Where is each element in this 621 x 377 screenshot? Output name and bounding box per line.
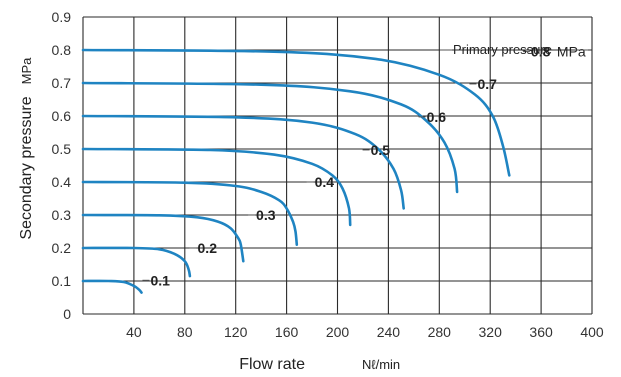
x-tick-label-5: 240 — [377, 324, 401, 340]
y-tick-label-0: 0 — [63, 306, 71, 322]
curve-0.4 — [81, 180, 299, 246]
curve-label-0.5: 0.5 — [371, 142, 391, 158]
y-axis-title: Secondary pressure — [18, 96, 35, 239]
grid — [82, 16, 593, 315]
y-tick-label-5: 0.5 — [52, 141, 72, 157]
x-tick-label-1: 80 — [177, 324, 193, 340]
x-axis-title: Flow rate — [239, 356, 305, 373]
x-tick-label-6: 280 — [428, 324, 452, 340]
y-axis-unit: MPa — [19, 57, 34, 85]
curve-0.5 — [81, 147, 352, 227]
primary-pressure-annotation: Primary pressure — [453, 42, 552, 57]
curve-label-0.3: 0.3 — [256, 207, 276, 223]
curve-label-0.1: 0.1 — [150, 272, 170, 288]
curve-label-0.6: 0.6 — [427, 109, 447, 125]
x-axis-unit: Nℓ/min — [362, 357, 400, 372]
curve-0.1 — [81, 279, 143, 294]
y-tick-label-3: 0.3 — [52, 207, 72, 223]
y-tick-label-1: 0.1 — [52, 273, 72, 289]
axis-ticks: 0 0.1 0.2 0.3 0.4 0.5 0.6 0.7 0.8 0.9 40 80 120 160 20… — [52, 9, 604, 340]
y-tick-label-8: 0.8 — [52, 42, 72, 58]
curve-label-0.2: 0.2 — [198, 240, 218, 256]
y-tick-label-9: 0.9 — [52, 9, 72, 25]
curve-label-0.7: 0.7 — [477, 76, 497, 92]
curves — [81, 48, 511, 294]
curve-0.8 — [81, 48, 511, 177]
x-tick-label-3: 160 — [275, 324, 299, 340]
curve-label-unit: MPa — [557, 44, 586, 60]
curve-label-0.4: 0.4 — [315, 174, 335, 190]
y-tick-label-4: 0.4 — [52, 174, 72, 190]
curve-labels: 0.1 0.2 0.3 0.4 0.5 0.6 0.7 0.8 MPa — [142, 44, 586, 288]
curve-0.3 — [81, 213, 245, 263]
curve-0.2 — [81, 246, 192, 278]
y-tick-label-2: 0.2 — [52, 240, 72, 256]
curve-label-0.8: 0.8 — [531, 44, 551, 60]
x-tick-label-2: 120 — [224, 324, 248, 340]
y-tick-label-6: 0.6 — [52, 108, 72, 124]
x-tick-label-8: 360 — [529, 324, 553, 340]
x-tick-label-9: 400 — [580, 324, 604, 340]
x-tick-label-7: 320 — [479, 324, 503, 340]
x-tick-label-4: 200 — [326, 324, 350, 340]
curve-0.6 — [81, 114, 405, 210]
curve-0.7 — [81, 81, 459, 194]
x-tick-label-0: 40 — [126, 324, 142, 340]
y-tick-label-7: 0.7 — [52, 75, 72, 91]
